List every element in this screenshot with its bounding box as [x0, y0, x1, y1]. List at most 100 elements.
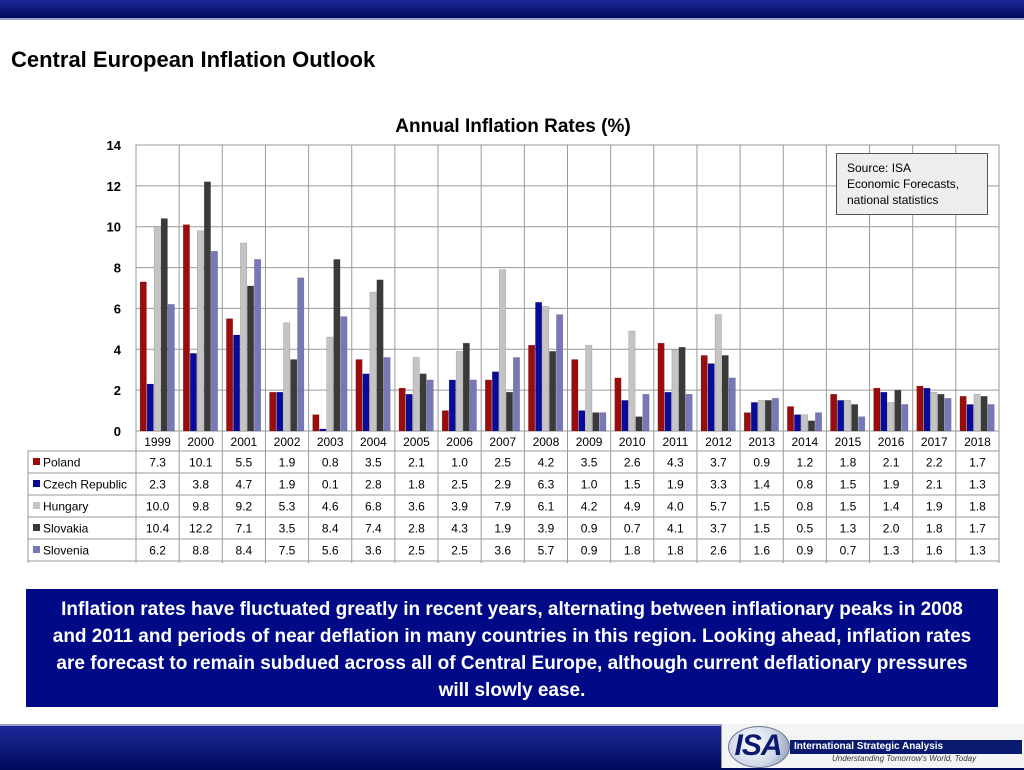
bar: [369, 291, 377, 432]
data-label: 2.5: [451, 544, 468, 558]
data-label: 2.6: [710, 544, 727, 558]
bar: [973, 393, 981, 432]
bar: [592, 412, 600, 432]
data-label: 3.5: [365, 456, 382, 470]
legend-label: Hungary: [43, 500, 88, 514]
bar: [887, 402, 895, 432]
bar: [182, 224, 190, 432]
data-label: 0.8: [796, 500, 813, 514]
data-label: 1.9: [279, 478, 296, 492]
bar: [398, 387, 406, 432]
x-tick-label: 2016: [878, 435, 905, 449]
data-label: 8.4: [322, 522, 339, 536]
data-label: 2.8: [408, 522, 425, 536]
bar: [987, 404, 995, 432]
x-tick-label: 2018: [964, 435, 991, 449]
bar: [326, 336, 334, 432]
data-label: 1.6: [926, 544, 943, 558]
y-tick-label: 10: [107, 220, 121, 235]
bar: [139, 281, 147, 432]
x-tick-label: 2009: [576, 435, 603, 449]
bar: [549, 351, 557, 432]
bar: [441, 410, 449, 432]
x-tick-label: 2010: [619, 435, 646, 449]
data-label: 7.3: [149, 456, 166, 470]
bar: [167, 304, 175, 432]
data-label: 3.9: [451, 500, 468, 514]
data-label: 3.3: [710, 478, 727, 492]
y-tick-label: 0: [114, 424, 121, 439]
bar: [297, 277, 305, 432]
legend-label: Czech Republic: [43, 478, 127, 492]
bar: [240, 242, 248, 432]
top-banner: [0, 0, 1024, 20]
data-label: 3.6: [365, 544, 382, 558]
bar: [226, 318, 234, 432]
bar: [880, 391, 888, 432]
data-label: 2.1: [926, 478, 943, 492]
data-label: 0.5: [796, 522, 813, 536]
data-label: 1.0: [451, 456, 468, 470]
bar: [419, 373, 427, 432]
bar: [815, 412, 822, 432]
data-label: 1.5: [840, 500, 857, 514]
bar: [405, 393, 413, 432]
data-label: 3.5: [581, 456, 598, 470]
bar: [844, 400, 852, 432]
x-tick-label: 2001: [231, 435, 258, 449]
bar: [614, 377, 622, 432]
data-label: 12.2: [189, 522, 213, 536]
bar: [210, 250, 218, 432]
bar: [858, 416, 866, 432]
data-label: 8.8: [192, 544, 209, 558]
x-tick-label: 2005: [403, 435, 430, 449]
data-label: 1.5: [753, 522, 770, 536]
bar: [721, 355, 729, 432]
bar: [750, 402, 758, 432]
bar: [837, 400, 845, 432]
bar: [312, 414, 320, 432]
data-label: 8.4: [236, 544, 253, 558]
summary-text: Inflation rates have fluctuated greatly …: [26, 589, 998, 707]
bar: [333, 259, 341, 432]
data-label: 5.7: [710, 500, 727, 514]
data-label: 5.3: [279, 500, 296, 514]
data-label: 3.8: [192, 478, 209, 492]
bar: [448, 379, 456, 432]
bar: [671, 349, 679, 432]
data-label: 0.9: [581, 544, 598, 558]
data-label: 1.8: [926, 522, 943, 536]
bar: [764, 400, 772, 432]
x-tick-label: 2006: [446, 435, 473, 449]
data-label: 4.3: [667, 456, 684, 470]
data-label: 10.0: [146, 500, 170, 514]
bar: [959, 396, 967, 432]
data-label: 2.5: [451, 478, 468, 492]
data-label: 2.1: [883, 456, 900, 470]
legend-swatch: [33, 458, 40, 465]
bar: [830, 393, 838, 432]
bar: [455, 351, 463, 432]
bar: [635, 416, 643, 432]
x-tick-label: 2012: [705, 435, 732, 449]
x-tick-label: 2007: [489, 435, 516, 449]
data-label: 1.9: [667, 478, 684, 492]
data-label: 1.3: [969, 478, 986, 492]
legend-swatch: [33, 524, 40, 531]
bar: [499, 269, 506, 432]
bar: [873, 387, 881, 432]
bar: [801, 414, 808, 432]
bar: [728, 377, 736, 432]
bar: [700, 355, 708, 432]
bar: [930, 391, 938, 432]
data-label: 3.5: [279, 522, 296, 536]
bar: [794, 414, 801, 432]
legend-label: Poland: [43, 456, 80, 470]
logo-abbreviation: ISA: [734, 729, 782, 762]
bar: [383, 357, 391, 432]
bar: [542, 306, 550, 432]
logo-bar: [790, 740, 1022, 754]
data-label: 2.3: [149, 478, 166, 492]
bar: [901, 404, 909, 432]
data-label: 0.7: [840, 544, 857, 558]
